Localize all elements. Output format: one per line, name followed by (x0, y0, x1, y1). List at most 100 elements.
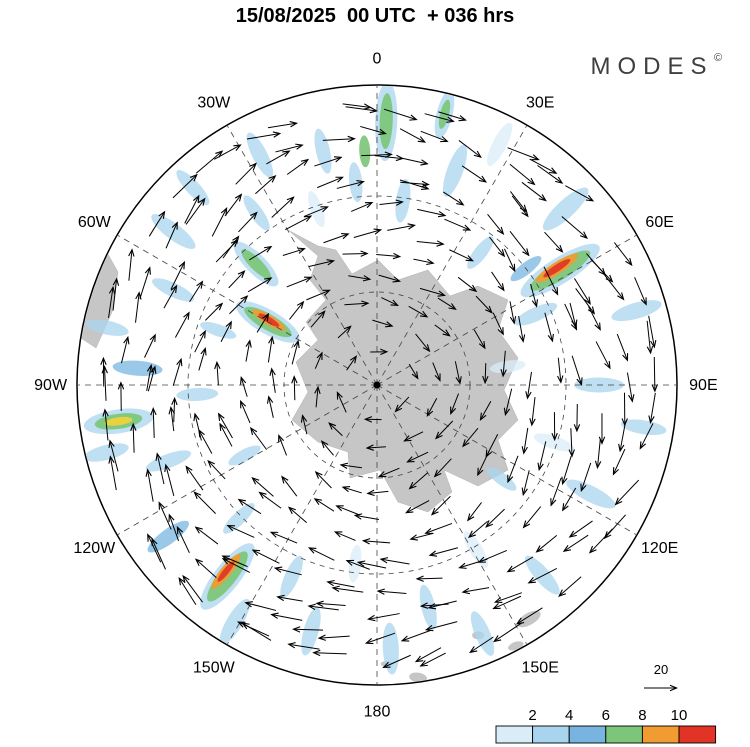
shaded-feature (533, 433, 574, 452)
wind-arrow (537, 164, 561, 182)
wind-arrow (367, 632, 396, 643)
wind-arrow (387, 225, 414, 231)
wind-arrow (342, 103, 370, 107)
wind-arrow (217, 363, 218, 386)
shaded-feature (359, 135, 371, 168)
wind-arrow (582, 462, 592, 490)
wind-arrow (224, 195, 241, 217)
wind-arrow (333, 588, 364, 593)
wind-arrow (271, 198, 293, 218)
wind-arrow (509, 301, 514, 322)
wind-arrow (228, 272, 244, 289)
wind-arrow (267, 123, 296, 129)
colorbar-tick: 10 (671, 707, 688, 724)
wind-arrow (356, 516, 379, 520)
shaded-feature (395, 179, 411, 223)
wind-arrow (460, 558, 488, 567)
wind-arrow (314, 158, 340, 167)
wind-arrow (171, 408, 174, 432)
wind-arrow (530, 283, 537, 306)
wind-arrow (344, 487, 362, 494)
wind-arrow (272, 533, 298, 544)
wind-arrow (461, 165, 485, 182)
wind-arrow (380, 467, 400, 476)
wind-arrow (195, 415, 202, 441)
wind-arrow (323, 234, 348, 244)
longitude-label: 0 (373, 51, 382, 68)
wind-arrow (379, 591, 407, 593)
shaded-feature (85, 319, 129, 336)
wind-arrow (165, 223, 177, 249)
colorbar-cell (532, 725, 570, 744)
wind-arrow (405, 431, 424, 441)
wind-arrow (346, 357, 356, 371)
wind-arrow (489, 236, 503, 256)
wind-arrow (382, 559, 410, 565)
shaded-feature (241, 249, 271, 279)
wind-arrow (438, 111, 465, 120)
wind-arrow (220, 322, 231, 342)
wind-arrow (219, 414, 233, 439)
wind-arrow (508, 556, 534, 571)
shaded-feature (145, 450, 192, 472)
shaded-feature (176, 387, 219, 402)
colorbar-tick: 2 (528, 707, 536, 724)
wind-arrow (569, 302, 576, 326)
wind-arrow (272, 615, 303, 621)
wind-arrow (551, 477, 562, 505)
wind-arrow (189, 282, 203, 303)
wind-arrow (159, 503, 172, 530)
wind-arrow (620, 421, 627, 451)
wind-arrow (524, 427, 529, 453)
wind-arrow (246, 603, 277, 611)
wind-arrow (322, 139, 354, 141)
wind-arrow (310, 548, 335, 561)
wind-arrow (422, 604, 449, 606)
wind-arrow (413, 258, 432, 263)
shaded-feature (620, 419, 667, 436)
wind-arrow (595, 341, 610, 368)
wind-arrow (491, 271, 504, 290)
longitude-label: 60W (78, 214, 112, 231)
wind-arrow (428, 397, 438, 415)
wind-arrow (383, 108, 416, 119)
wind-arrow (651, 392, 656, 422)
wind-arrow (616, 479, 640, 504)
wind-arrow (247, 278, 271, 293)
shaded-feature (223, 503, 255, 534)
wind-arrow (336, 532, 356, 541)
wind-arrow (214, 145, 240, 160)
longitude-label: 150E (522, 660, 559, 677)
wind-arrow (410, 472, 429, 489)
wind-arrow (303, 207, 327, 217)
wind-arrow (529, 568, 558, 582)
wind-arrow (376, 254, 399, 256)
wind-arrow (451, 393, 460, 413)
wind-arrow (560, 576, 582, 596)
wind-arrow (144, 335, 155, 358)
wind-arrow (163, 286, 176, 309)
longitude-label: 30W (197, 94, 231, 111)
wind-arrow (616, 333, 627, 360)
meridian-line (226, 124, 378, 386)
wind-arrow (434, 324, 449, 336)
wind-arrow (368, 447, 386, 448)
wind-arrow (157, 454, 165, 485)
wind-arrow (558, 357, 561, 382)
wind-arrow (478, 451, 490, 475)
wind-arrow (436, 420, 454, 438)
colorbar-cell (605, 725, 643, 744)
wind-arrow (487, 508, 505, 526)
colorbar-tick: 6 (602, 707, 610, 724)
pole-marker (373, 381, 381, 389)
wind-arrow (199, 431, 213, 454)
shaded-feature (487, 122, 513, 167)
colorbar-cell (641, 725, 680, 744)
wind-arrow (570, 520, 593, 537)
wind-arrow (147, 367, 154, 392)
wind-arrow (521, 181, 545, 200)
map-boundary (76, 84, 678, 686)
wind-arrow (407, 500, 430, 513)
wind-arrow (195, 493, 216, 515)
wind-arrow (172, 175, 196, 199)
